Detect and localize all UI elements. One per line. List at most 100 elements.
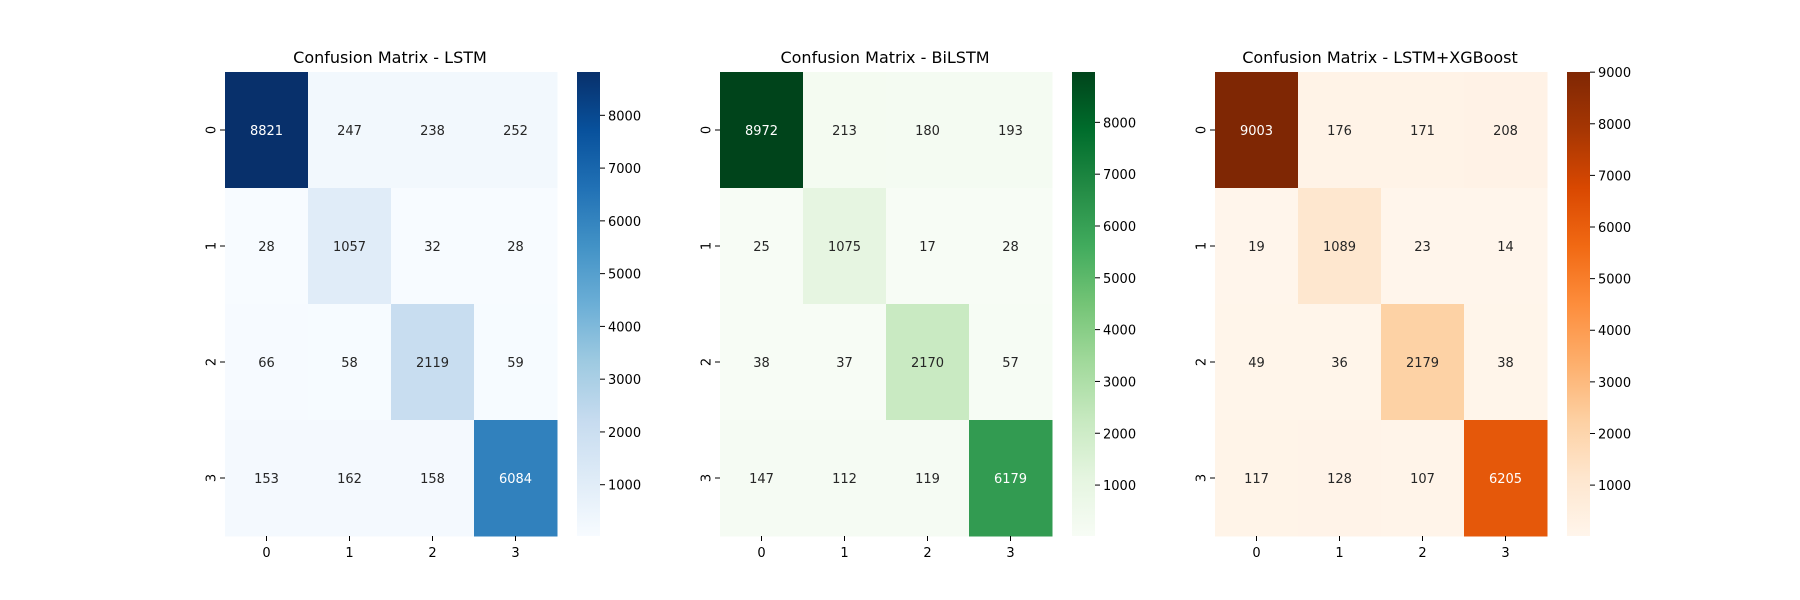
- heatmap-cell: [1215, 420, 1299, 537]
- heatmap-cell: [720, 420, 804, 537]
- y-tick-label: 1: [205, 242, 220, 250]
- colorbar-tick-label: 2000: [1103, 427, 1136, 442]
- y-tick-label: 0: [205, 126, 220, 134]
- heatmap-cell: [803, 72, 887, 189]
- cell-value-label: 6179: [994, 472, 1027, 487]
- colorbar-tick-label: 9000: [1598, 66, 1631, 81]
- heatmap-cell: [1464, 304, 1548, 421]
- heatmap-cells: 8972 213 180 193 25 1075 17 28 38 37 2170 57 147 112 1…: [720, 72, 1053, 537]
- x-tick-label: 1: [345, 546, 353, 561]
- y-tick-label: 0: [1195, 126, 1210, 134]
- cell-value-label: 208: [1493, 124, 1518, 139]
- x-tick-label: 2: [428, 546, 436, 561]
- y-tick-label: 0: [700, 126, 715, 134]
- cell-value-label: 247: [337, 124, 362, 139]
- cell-value-label: 158: [420, 472, 445, 487]
- x-tick-label: 3: [1501, 546, 1509, 561]
- x-tick-label: 3: [511, 546, 519, 561]
- heatmap-cell: [886, 304, 970, 421]
- cell-value-label: 2119: [416, 356, 449, 371]
- cell-value-label: 32: [424, 240, 441, 255]
- cell-value-label: 119: [915, 472, 940, 487]
- colorbar: 1000 2000 3000 4000 5000 6000 7000 8000: [577, 72, 641, 536]
- heatmap-cell: [1215, 304, 1299, 421]
- cell-value-label: 17: [919, 240, 936, 255]
- x-tick-label: 0: [262, 546, 270, 561]
- heatmap-cell: [1215, 72, 1299, 189]
- panel-title: Confusion Matrix - LSTM: [293, 48, 487, 67]
- colorbar-tick-label: 5000: [608, 268, 641, 283]
- colorbar-tick-label: 8000: [1598, 118, 1631, 133]
- cell-value-label: 252: [503, 124, 528, 139]
- cell-value-label: 2179: [1406, 356, 1439, 371]
- cell-value-label: 58: [341, 356, 358, 371]
- colorbar-tick-label: 1000: [1103, 479, 1136, 494]
- y-tick-label: 1: [1195, 242, 1210, 250]
- x-axis-ticks: 0 1 2 3: [757, 536, 1015, 561]
- heatmap-cell: [391, 188, 475, 305]
- x-tick-label: 0: [757, 546, 765, 561]
- heatmap-cell: [886, 420, 970, 537]
- heatmap-cell: [1381, 72, 1465, 189]
- heatmap-cell: [391, 304, 475, 421]
- heatmap-cell: [225, 304, 309, 421]
- cell-value-label: 162: [337, 472, 362, 487]
- heatmap-cell: [1464, 72, 1548, 189]
- y-tick-label: 3: [1195, 474, 1210, 482]
- cell-value-label: 28: [507, 240, 524, 255]
- cell-value-label: 107: [1410, 472, 1435, 487]
- colorbar-tick-label: 7000: [608, 162, 641, 177]
- cell-value-label: 1057: [333, 240, 366, 255]
- y-tick-label: 1: [700, 242, 715, 250]
- heatmap-cells: 9003 176 171 208 19 1089 23 14 49 36 2179 38 117 128 1…: [1215, 72, 1548, 537]
- heatmap-cell: [225, 188, 309, 305]
- heatmap-cell: [391, 72, 475, 189]
- cell-value-label: 6084: [499, 472, 532, 487]
- heatmap-cell: [1381, 420, 1465, 537]
- panel-title: Confusion Matrix - BiLSTM: [780, 48, 989, 67]
- heatmap-cell: [1298, 304, 1382, 421]
- heatmap-cell: [1464, 420, 1548, 537]
- colorbar-tick-label: 8000: [608, 109, 641, 124]
- heatmap-cell: [969, 304, 1053, 421]
- colorbar-tick-label: 2000: [608, 426, 641, 441]
- cell-value-label: 6205: [1489, 472, 1522, 487]
- cell-value-label: 117: [1244, 472, 1269, 487]
- heatmap-cell: [1464, 188, 1548, 305]
- heatmap-cell: [720, 72, 804, 189]
- panel-bilstm: Confusion Matrix - BiLSTM 8972 213 180 1932…: [700, 48, 1137, 561]
- cell-value-label: 28: [258, 240, 275, 255]
- colorbar-tick-label: 4000: [1598, 324, 1631, 339]
- heatmap-cell: [1381, 188, 1465, 305]
- cell-value-label: 171: [1410, 124, 1435, 139]
- cell-value-label: 38: [1497, 356, 1514, 371]
- heatmap-cell: [969, 188, 1053, 305]
- colorbar-tick-label: 3000: [608, 373, 641, 388]
- heatmap-cell: [308, 72, 392, 189]
- cell-value-label: 8972: [745, 124, 778, 139]
- heatmap-cell: [308, 304, 392, 421]
- cell-value-label: 36: [1331, 356, 1348, 371]
- heatmap-cell: [720, 188, 804, 305]
- heatmap-cell: [474, 188, 558, 305]
- heatmap-cell: [225, 72, 309, 189]
- colorbar-tick-label: 8000: [1103, 116, 1136, 131]
- heatmap-cell: [1298, 72, 1382, 189]
- colorbar: 1000 2000 3000 4000 5000 6000 7000 8000: [1072, 72, 1136, 536]
- cell-value-label: 37: [836, 356, 853, 371]
- cell-value-label: 49: [1248, 356, 1265, 371]
- cell-value-label: 180: [915, 124, 940, 139]
- heatmap-cell: [308, 188, 392, 305]
- cell-value-label: 8821: [250, 124, 283, 139]
- cell-value-label: 19: [1248, 240, 1265, 255]
- heatmap-cell: [803, 304, 887, 421]
- x-tick-label: 0: [1252, 546, 1260, 561]
- x-tick-label: 2: [923, 546, 931, 561]
- cell-value-label: 193: [998, 124, 1023, 139]
- cell-value-label: 147: [749, 472, 774, 487]
- colorbar-gradient: [1072, 72, 1095, 536]
- cell-value-label: 66: [258, 356, 275, 371]
- heatmap-cell: [1215, 188, 1299, 305]
- cell-value-label: 112: [832, 472, 857, 487]
